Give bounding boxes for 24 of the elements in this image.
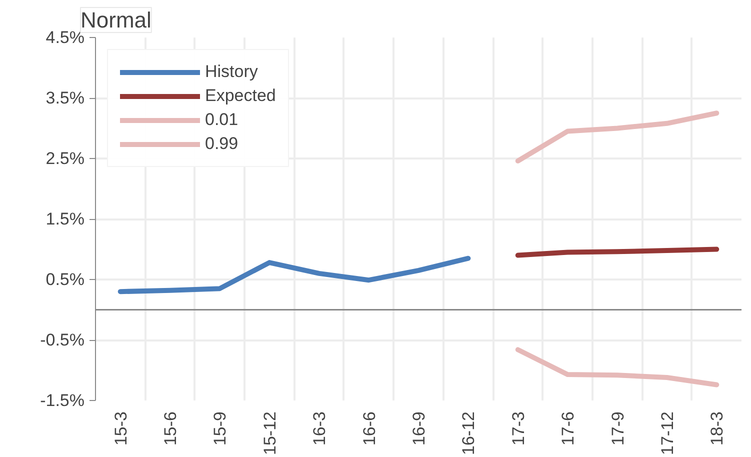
y-tick-label: 1.5% [46,210,84,228]
y-tick-label: 0.5% [46,270,84,289]
x-tick-label: 18-3 [708,411,727,446]
y-tick-label: 2.5% [46,149,84,168]
legend-label: 0.01 [205,110,238,130]
chart-title: Normal [80,8,152,32]
legend-label: 0.99 [205,134,238,154]
y-tick-label: -1.5% [40,391,85,410]
x-tick-label: 16-6 [360,411,379,446]
x-tick-label: 15-9 [210,411,230,446]
legend-label: Expected [205,86,276,106]
x-tick-label: 15-3 [111,411,130,446]
x-tick-label: 16-9 [410,411,428,446]
x-tick-label: 17-3 [508,411,528,446]
x-tick-label: 17-12 [658,411,677,455]
x-tick-label: 16-12 [459,411,478,455]
x-tick-label: 17-9 [608,411,628,446]
legend-label: History [205,62,258,82]
y-tick-label: 3.5% [46,88,84,108]
x-tick-label: 16-3 [310,411,330,446]
x-tick-label: 15-12 [260,411,280,455]
x-tick-label: 17-6 [558,411,578,446]
x-tick-label: 15-6 [161,411,180,446]
y-tick-label: -0.5% [40,330,85,350]
